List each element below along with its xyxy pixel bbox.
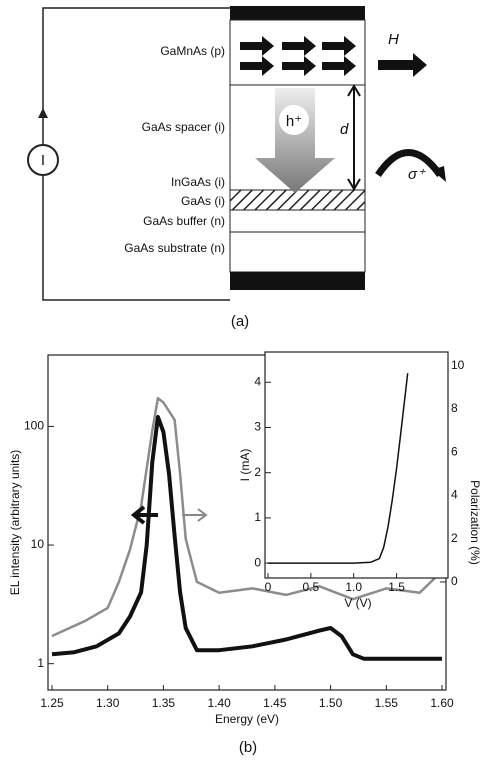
y2-tick-label: 6	[451, 444, 458, 458]
x-tick-label: 1.5	[388, 580, 405, 594]
y-tick-label: 3	[254, 420, 261, 434]
x-tick-label: 1.30	[96, 696, 120, 710]
distance-label: d	[340, 121, 349, 138]
x-tick-label: 1.0	[345, 580, 362, 594]
layer-label: GaAs spacer (i)	[142, 120, 225, 134]
panel-label: (a)	[231, 313, 249, 330]
x-axis-label: Energy (eV)	[215, 712, 279, 726]
data-line	[51, 396, 443, 638]
y2-tick-label: 2	[451, 531, 458, 545]
x-tick-label: 1.50	[319, 696, 343, 710]
light-label: σ⁺	[408, 166, 426, 183]
y-tick-label: 0	[254, 555, 261, 569]
data-line	[51, 415, 442, 661]
layer-label: GaAs (i)	[181, 194, 225, 208]
panel-label: (b)	[239, 739, 257, 756]
field-label: H	[388, 31, 399, 48]
y-tick-label: 2	[254, 465, 261, 479]
y2-axis-label: Polarization (%)	[468, 480, 482, 565]
x-tick-label: 1.45	[263, 696, 287, 710]
device-schematic: I h⁺ d H σ⁺ (a)	[27, 6, 446, 330]
layer-label: GaAs buffer (n)	[143, 214, 225, 228]
y-tick-label: 1	[254, 510, 261, 524]
y2-tick-label: 0	[451, 574, 458, 588]
layer-label: GaMnAs (p)	[160, 44, 225, 58]
y-tick-label: 100	[24, 419, 44, 433]
layer-label: GaAs substrate (n)	[124, 241, 225, 255]
carrier-label: h⁺	[286, 113, 302, 130]
y-tick-label: 4	[254, 374, 261, 388]
x-axis-label: V (V)	[344, 596, 371, 610]
x-tick-label: 1.55	[375, 696, 399, 710]
data-line	[268, 373, 409, 564]
y2-tick-label: 10	[451, 358, 465, 372]
x-tick-label: 1.60	[430, 696, 454, 710]
x-tick-label: 1.35	[152, 696, 176, 710]
y-axis-label: EL intensity (arbitrary units)	[8, 450, 22, 596]
plot-frame	[264, 351, 449, 579]
x-tick-label: 1.25	[40, 696, 64, 710]
arrow	[130, 505, 158, 525]
x-tick-label: 1.40	[207, 696, 231, 710]
y-axis-label: I (mA)	[238, 449, 252, 482]
arrow	[182, 508, 208, 522]
y-tick-label: 10	[31, 537, 45, 551]
y-tick-label: 1	[37, 656, 44, 670]
x-tick-label: 0	[265, 580, 272, 594]
x-tick-label: 0.5	[303, 580, 320, 594]
layer-label: InGaAs (i)	[171, 175, 225, 189]
y2-tick-label: 4	[451, 488, 458, 502]
source-label: I	[41, 152, 45, 169]
y2-tick-label: 8	[451, 401, 458, 415]
